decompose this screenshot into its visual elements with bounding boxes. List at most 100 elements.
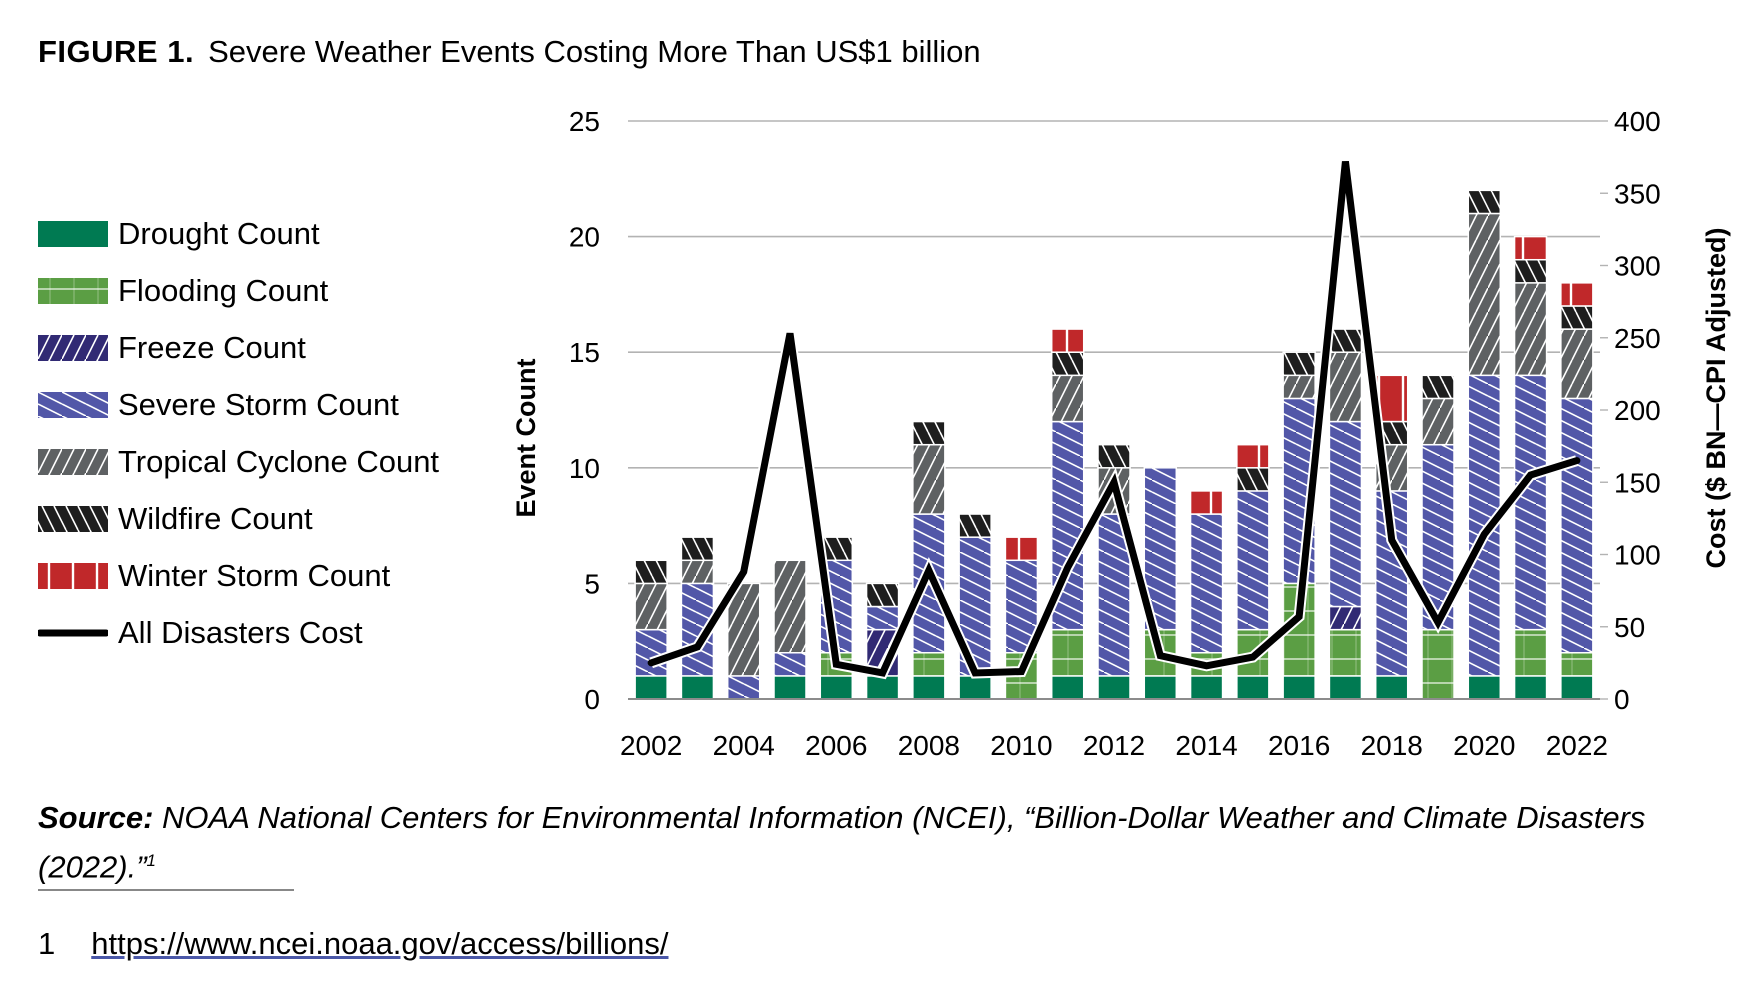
y2-axis-title: Cost ($ BN—CPI Adjusted) [1701, 227, 1731, 568]
bar-segment-drought-count [1143, 675, 1178, 700]
legend-label: Winter Storm Count [118, 558, 391, 593]
x-tick-label: 2020 [1453, 730, 1515, 761]
bar-segment-wildfire-count [1282, 351, 1316, 377]
bar-segment-winter-storm-count [1004, 536, 1039, 562]
bars [634, 189, 1594, 700]
bar-segment-drought-count [819, 675, 854, 700]
legend-label: Severe Storm Count [118, 387, 399, 422]
y-tick-label: 15 [569, 337, 600, 368]
x-tick-label: 2006 [805, 730, 867, 761]
x-tick-label: 2004 [713, 730, 775, 761]
bar-segment-drought-count [1467, 675, 1502, 700]
bar-segment-drought-count [1050, 675, 1085, 700]
bar-stack-2011 [1050, 328, 1085, 700]
legend-swatch [38, 506, 108, 532]
bar-segment-tropical-cyclone-count [634, 582, 668, 631]
y-tick-label: 10 [569, 453, 600, 484]
bar-segment-flooding-count [1421, 628, 1455, 700]
bar-segment-drought-count [1374, 675, 1409, 700]
bar-segment-drought-count [865, 675, 900, 700]
legend-swatch [38, 221, 108, 247]
bar-segment-wildfire-count [865, 582, 900, 608]
x-tick-label: 2002 [620, 730, 682, 761]
legend-swatch [38, 629, 108, 637]
bar-segment-wildfire-count [1236, 467, 1270, 492]
source-footnote-ref[interactable]: 1 [146, 851, 157, 870]
y2-tick-label: 350 [1614, 178, 1661, 209]
legend-swatch [38, 278, 108, 304]
bar-stack-2005 [773, 559, 807, 700]
figure-title: FIGURE 1. Severe Weather Events Costing M… [38, 34, 981, 70]
legend-item: Wildfire Count [38, 499, 313, 539]
source-label: Source: [38, 800, 154, 835]
bar-segment-tropical-cyclone-count [1421, 397, 1455, 446]
bar-stack-2002 [634, 559, 668, 700]
bar-segment-wildfire-count [1097, 443, 1131, 469]
bar-segment-drought-count [680, 675, 715, 700]
bar-segment-wildfire-count [1560, 305, 1594, 330]
y-tick-label: 0 [584, 684, 600, 715]
footnote-divider [38, 889, 294, 891]
bar-stack-2019 [1421, 374, 1455, 700]
x-tick-label: 2016 [1268, 730, 1330, 761]
legend-label: All Disasters Cost [118, 615, 363, 650]
figure-label: FIGURE 1. [38, 34, 195, 69]
legend-label: Flooding Count [118, 273, 329, 308]
bar-stack-2021 [1513, 235, 1548, 700]
bar-segment-winter-storm-count [1560, 282, 1594, 307]
y-tick-label: 25 [569, 106, 600, 137]
source-text: NOAA National Centers for Environmental … [38, 800, 1646, 885]
bar-segment-winter-storm-count [1050, 328, 1085, 353]
legend-swatch [38, 335, 108, 361]
bar-segment-flooding-count [1513, 628, 1548, 677]
bar-segment-winter-storm-count [1236, 443, 1270, 469]
bar-segment-tropical-cyclone-count [1560, 328, 1594, 400]
bar-segment-drought-count [1560, 675, 1594, 700]
bar-segment-wildfire-count [1050, 351, 1085, 377]
bar-segment-wildfire-count [1467, 189, 1502, 215]
x-tick-label: 2022 [1546, 730, 1608, 761]
legend-item: Freeze Count [38, 328, 306, 368]
bar-segment-tropical-cyclone-count [1467, 212, 1502, 377]
bar-segment-flooding-count [1560, 652, 1594, 677]
bar-segment-severe-storm-count [1189, 513, 1224, 654]
bar-segment-flooding-count [912, 652, 946, 677]
bar-segment-tropical-cyclone-count [1282, 374, 1316, 400]
bar-stack-2013 [1143, 467, 1178, 700]
bar-stack-2017 [1328, 328, 1363, 700]
bar-segment-drought-count [1328, 675, 1363, 700]
bar-segment-winter-storm-count [1513, 235, 1548, 261]
x-tick-label: 2018 [1361, 730, 1423, 761]
footnote-number: 1 [38, 926, 56, 961]
legend-item: Tropical Cyclone Count [38, 442, 439, 482]
bar-segment-drought-count [912, 675, 946, 700]
bar-segment-severe-storm-count [726, 675, 761, 700]
bar-segment-drought-count [1097, 675, 1131, 700]
bar-stack-2003 [680, 536, 715, 700]
bar-segment-severe-storm-count [1143, 467, 1178, 631]
bar-segment-severe-storm-count [865, 605, 900, 631]
bar-segment-drought-count [773, 675, 807, 700]
bar-segment-flooding-count [1328, 628, 1363, 677]
bar-segment-drought-count [1513, 675, 1548, 700]
bar-segment-wildfire-count [634, 559, 668, 585]
bar-segment-flooding-count [1050, 628, 1085, 677]
bar-segment-drought-count [1282, 675, 1316, 700]
legend-item: Winter Storm Count [38, 556, 390, 596]
footnote: 1 https://www.ncei.noaa.gov/access/billio… [38, 926, 669, 962]
source-note: Source: NOAA National Centers for Enviro… [38, 796, 1738, 888]
legend-swatch [38, 392, 108, 418]
bar-segment-severe-storm-count [773, 652, 807, 677]
bar-segment-tropical-cyclone-count [1328, 351, 1363, 423]
bar-segment-tropical-cyclone-count [912, 443, 946, 515]
x-tick-label: 2012 [1083, 730, 1145, 761]
bar-segment-tropical-cyclone-count [1513, 282, 1548, 377]
footnote-link[interactable]: https://www.ncei.noaa.gov/access/billion… [91, 926, 669, 961]
bar-segment-tropical-cyclone-count [680, 559, 715, 585]
x-tick-label: 2010 [990, 730, 1052, 761]
bar-segment-freeze-count [1328, 605, 1363, 631]
bar-segment-winter-storm-count [1189, 490, 1224, 515]
bar-stack-2004 [726, 582, 761, 700]
bar-segment-severe-storm-count [1513, 374, 1548, 631]
